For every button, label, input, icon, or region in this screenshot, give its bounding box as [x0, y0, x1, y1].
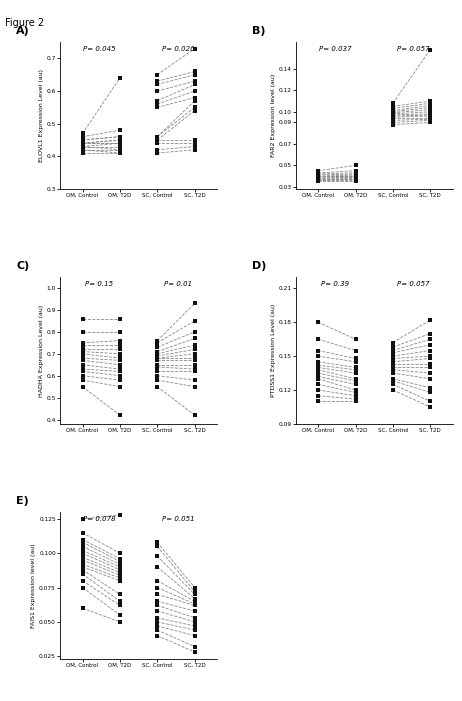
- Text: P= 0.051: P= 0.051: [162, 517, 194, 522]
- Text: P= 0.39: P= 0.39: [321, 282, 349, 287]
- Text: P= 0.01: P= 0.01: [164, 282, 192, 287]
- Text: P= 0.037: P= 0.037: [319, 46, 351, 53]
- Text: P= 0.057: P= 0.057: [397, 46, 430, 53]
- Text: P= 0.078: P= 0.078: [83, 517, 116, 522]
- Text: P= 0.15: P= 0.15: [85, 282, 113, 287]
- Y-axis label: PTDSS1 Expression Level (au): PTDSS1 Expression Level (au): [271, 304, 276, 397]
- Text: A): A): [16, 26, 30, 36]
- Y-axis label: HADHA Expression Level (au): HADHA Expression Level (au): [39, 304, 44, 397]
- Text: Figure 2: Figure 2: [5, 18, 44, 27]
- Text: B): B): [252, 26, 265, 36]
- Text: E): E): [16, 496, 29, 506]
- Y-axis label: ELOVL1 Expression Level (au): ELOVL1 Expression Level (au): [39, 69, 44, 162]
- Text: P= 0.045: P= 0.045: [83, 46, 116, 53]
- Y-axis label: FAR2 Expression level (au): FAR2 Expression level (au): [271, 74, 276, 157]
- Y-axis label: FAIS1 Expression level (au): FAIS1 Expression level (au): [31, 543, 36, 628]
- Text: P= 0.026: P= 0.026: [162, 46, 194, 53]
- Text: C): C): [16, 261, 29, 271]
- Text: P= 0.057: P= 0.057: [397, 282, 430, 287]
- Text: D): D): [252, 261, 266, 271]
